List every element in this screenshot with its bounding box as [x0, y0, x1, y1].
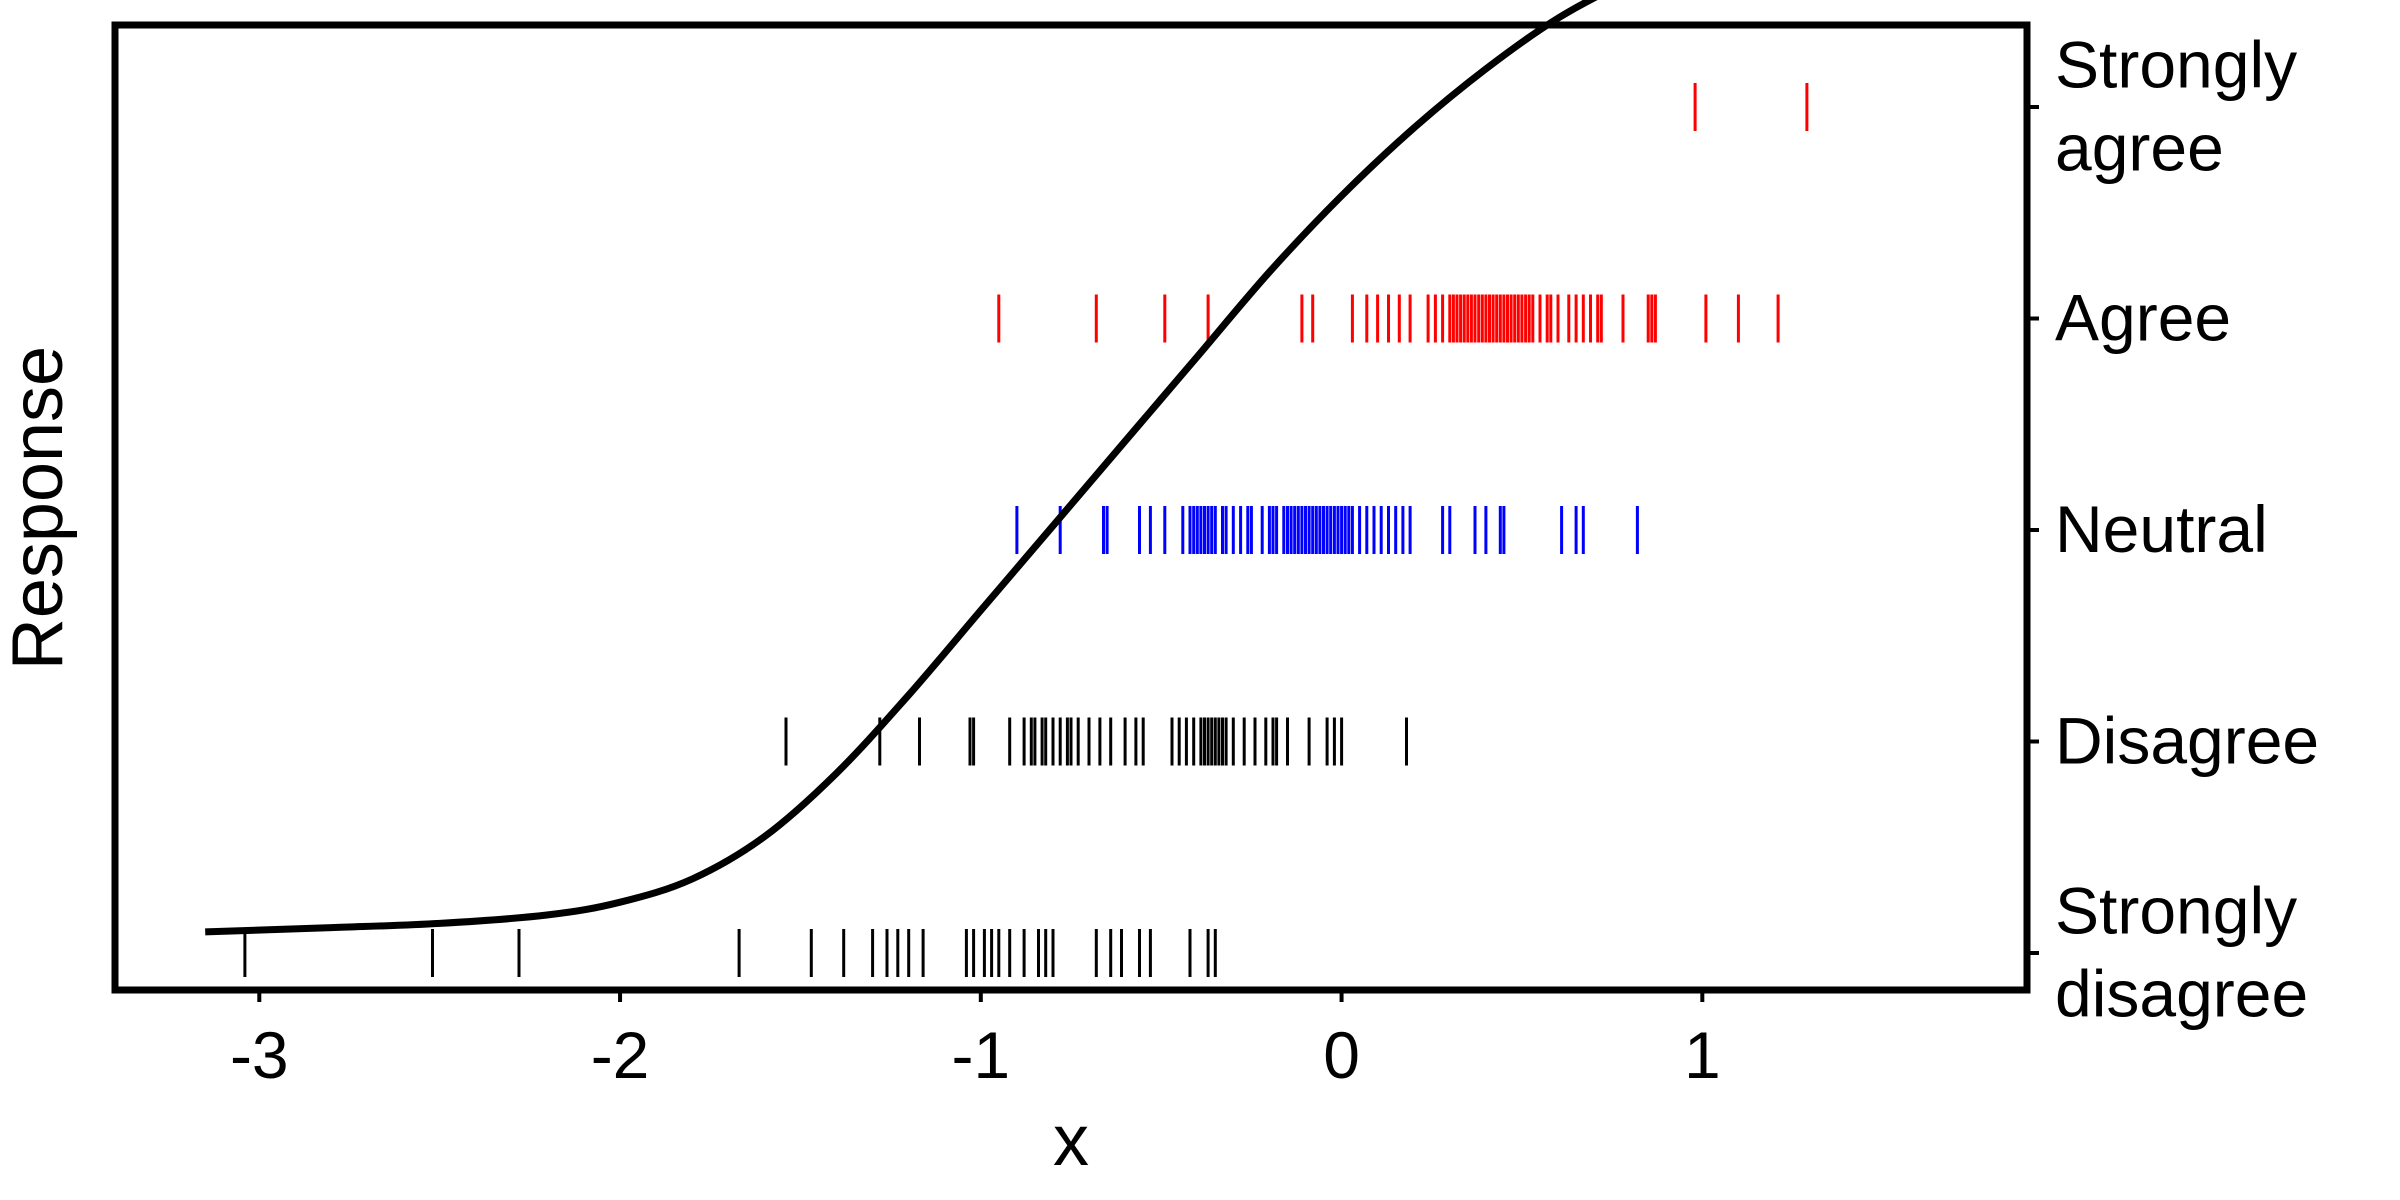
- y-tick-label: disagree: [2055, 957, 2308, 1031]
- y-axis-ticks: Strongly disagree Disagree Neutral Agree Stro…: [2027, 28, 2319, 1031]
- y-axis-title: Response: [0, 346, 78, 670]
- y-tick-label: Agree: [2055, 281, 2231, 355]
- x-tick-label: 0: [1323, 1018, 1360, 1092]
- y-tick-label: Neutral: [2055, 492, 2268, 566]
- x-tick-label: -3: [230, 1018, 289, 1092]
- x-axis-title: x: [1053, 1101, 1089, 1181]
- x-axis-ticks: -3 -2 -1 0 1: [230, 990, 1721, 1092]
- fitted-curve: [205, 0, 1598, 936]
- rug-marks: [243, 83, 1809, 977]
- y-tick-label: Disagree: [2055, 704, 2319, 778]
- plot-frame: [111, 21, 2031, 994]
- y-tick-label: Strongly: [2055, 874, 2297, 948]
- x-tick-label: -1: [951, 1018, 1010, 1092]
- x-tick-label: -2: [591, 1018, 650, 1092]
- y-tick-label: agree: [2055, 111, 2224, 185]
- y-tick-label: Strongly: [2055, 28, 2297, 102]
- x-tick-label: 1: [1684, 1018, 1721, 1092]
